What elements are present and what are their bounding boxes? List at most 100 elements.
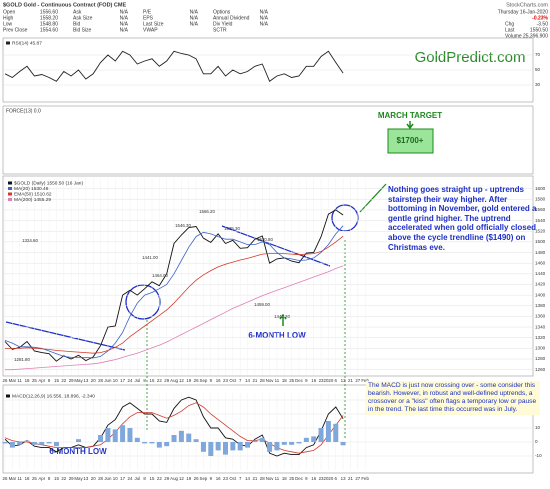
y-tick-label: 1580 (535, 197, 546, 202)
y-tick-label: 1300 (535, 346, 546, 351)
stat-label: Open (3, 9, 15, 15)
x-tick-label: 8 (48, 378, 51, 383)
x-tick-label: Oct (229, 476, 237, 481)
histogram-bar (223, 442, 228, 455)
stat-label: Bid (73, 21, 80, 27)
legend-swatch (8, 198, 12, 201)
arrow (279, 313, 287, 326)
x-tick-label: 21 (252, 378, 257, 383)
histogram-bar (9, 442, 15, 448)
x-tick-label: Dec (295, 476, 304, 481)
stat-label: Last (505, 27, 515, 33)
histogram-bar (156, 442, 162, 448)
stat-label: P/E (143, 9, 152, 15)
histogram-bar (303, 437, 309, 442)
legend-swatch (8, 187, 12, 190)
legend-label: MA(20) 1530.46 (14, 186, 49, 192)
y-tick-label: 1260 (535, 367, 546, 372)
y-tick-label: 10 (535, 425, 541, 430)
stat-value: 1548.80 (40, 21, 58, 27)
x-tick-label: 25 (289, 476, 294, 481)
x-tick-label: 28 (98, 378, 103, 383)
histogram-bar (98, 435, 104, 442)
histogram-bar (142, 442, 148, 444)
y-tick-label: 1520 (535, 228, 546, 233)
histogram-bar (281, 442, 287, 445)
panel-frame (2, 105, 534, 175)
price-label: 1459.00 (254, 302, 270, 307)
x-tick-label: 29 (164, 476, 169, 481)
histogram-bar (134, 437, 140, 442)
histogram-bar (259, 437, 265, 442)
y-tick-label: 50 (535, 67, 541, 72)
legend-swatch (8, 192, 12, 196)
series-line (5, 235, 344, 354)
x-tick-label: 16 (216, 476, 221, 481)
y-tick-label: 1360 (535, 314, 546, 319)
histogram-bar (333, 423, 339, 442)
trend-note: Nothing goes straight up - uptrends stai… (388, 185, 537, 252)
histogram-bar (53, 442, 59, 447)
legend-label: RSI(14) 45.87 (12, 40, 42, 46)
histogram-bar (208, 442, 214, 456)
x-tick-label: 8 (143, 476, 146, 481)
stat-value: N/A (120, 21, 129, 27)
y-tick-label: 1440 (535, 271, 546, 276)
legend-label: $GOLD (Daily) 1550.50 (16 Jan) (14, 180, 83, 186)
series-line (4, 396, 344, 457)
x-tick-label: 18 (25, 476, 30, 481)
y-tick-label: 1540 (535, 218, 546, 223)
x-tick-label: 18 (282, 476, 287, 481)
x-tick-label: May (74, 378, 83, 383)
x-tick-label: Apr (38, 476, 45, 481)
x-tick-label: 9 (305, 476, 308, 481)
x-tick-label: 21 (252, 476, 257, 481)
x-tick-label: 18 (282, 378, 287, 383)
stat-label: SCTR (213, 27, 227, 33)
x-tick-label: 20 (91, 476, 96, 481)
x-tick-label: 23 (319, 378, 324, 383)
x-tick-label: 15 (54, 378, 59, 383)
price-label: 1535.30 (224, 226, 240, 231)
x-tick-label: Feb (361, 378, 369, 383)
stat-label: High (3, 15, 14, 21)
x-tick-label: 13 (83, 476, 88, 481)
x-tick-label: Oct (229, 378, 237, 383)
x-tick-label: 6 (335, 476, 338, 481)
price-label: 1446.20 (274, 314, 290, 319)
histogram-bar (318, 428, 324, 442)
x-tick-label: 24 (128, 476, 133, 481)
histogram-bar (39, 442, 45, 445)
stat-label: Annual Dividend (213, 15, 250, 21)
x-tick-label: 15 (150, 476, 155, 481)
stat-label: Ask (73, 9, 82, 15)
x-tick-label: Jun (104, 378, 112, 383)
watermark: GoldPredict.com (415, 49, 526, 66)
x-tick-label: 16 (311, 476, 316, 481)
histogram-bar (274, 442, 280, 451)
x-tick-label: 23 (223, 378, 228, 383)
trendline (5, 321, 126, 351)
histogram-bar (252, 440, 258, 442)
stat-value: 1556.60 (40, 9, 58, 15)
histogram-bar (164, 442, 170, 447)
x-tick-label: 8 (48, 476, 51, 481)
x-tick-label: 18 (25, 378, 30, 383)
low-label: 6-MONTH LOW (248, 331, 306, 340)
series-line (4, 50, 344, 82)
x-tick-label: 2020 (324, 378, 334, 383)
histogram-bar (230, 442, 236, 451)
y-tick-label: 1500 (535, 239, 546, 244)
stat-label: Div Yield (213, 21, 233, 27)
x-tick-label: 27 (355, 378, 360, 383)
x-tick-label: 9 (210, 476, 213, 481)
histogram-bar (149, 442, 155, 444)
y-tick-label: 1340 (535, 324, 546, 329)
stat-label: Bid Size (73, 27, 92, 33)
legend-label: MACD(12,26,9) 16.556, 18.896, -2.340 (12, 393, 95, 399)
y-tick-label: 1560 (535, 207, 546, 212)
histogram-bar (296, 442, 302, 444)
arrow (406, 121, 414, 130)
x-tick-label: Jun (104, 476, 112, 481)
histogram-bar (237, 442, 243, 451)
